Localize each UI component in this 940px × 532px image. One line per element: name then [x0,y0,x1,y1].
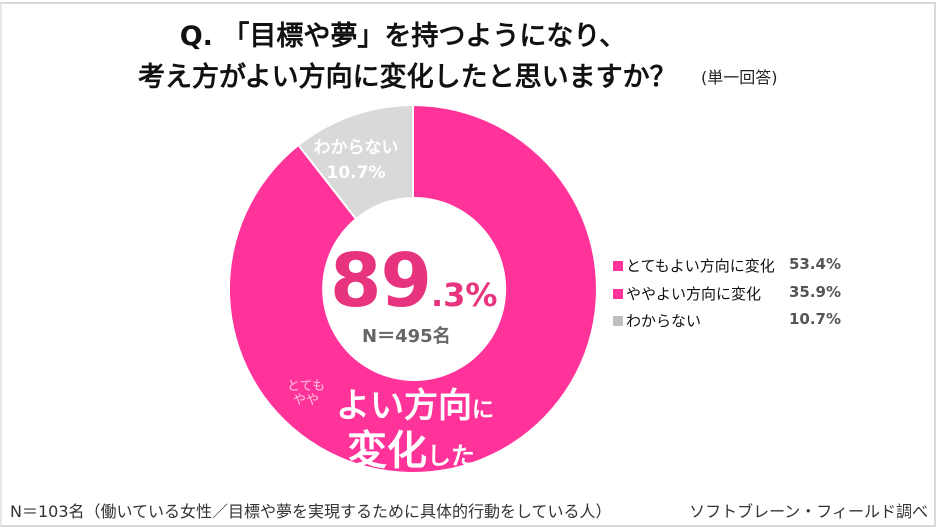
legend-value: 35.9% [788,282,841,301]
legend-swatch-icon [613,288,623,299]
legend-swatch-icon [613,261,623,271]
degree-label-somewhat: やや [292,393,319,408]
slice-unknown [298,106,413,219]
degree-labels: とても やや [287,380,325,408]
center-percentage-dec: .3% [430,276,498,314]
sample-footnote: N＝103名（働いている女性／目標や夢を実現するために具体的行動をしている人） [10,502,612,521]
degree-label-very: とても [287,379,325,394]
legend-label: とてもよい方向に変化 [626,257,775,275]
slice-label-unknown-text: わからない [313,138,399,158]
phrase1-small: に [472,398,495,423]
slice-label-positive-line1: よい方向に [336,378,494,427]
legend-value: 53.4% [788,255,841,273]
legend-label: ややよい方向に変化 [626,284,762,303]
slice-label-unknown: わからない 10.7% [306,136,406,186]
slice-label-unknown-value: 10.7% [326,163,386,183]
legend: とてもよい方向に変化 53.4% ややよい方向に変化 35.9% わからない 1… [611,255,871,338]
chart-title-line2: 考え方がよい方向に変化したと思いますか？ [138,62,677,93]
legend-value: 10.7% [788,310,841,328]
slice-label-positive-line2: 変化した [347,418,475,476]
legend-item: ややよい方向に変化 35.9% [611,283,871,311]
chart-title-line1: Q. 「目標や夢」を持つようになり、 [179,21,627,52]
legend-swatch-icon [613,316,623,326]
answer-type-note: (単一回答) [701,68,778,87]
phrase1-main: よい方向 [336,386,472,426]
slice-positive [229,106,596,472]
phrase2-small: した [427,442,475,470]
center-sample-size: N＝495名 [362,326,451,347]
legend-item: わからない 10.7% [611,310,871,338]
phrase2-main: 変化 [347,428,427,474]
center-percentage: 89.3% [330,244,497,318]
legend-label: わからない [626,312,702,330]
legend-item: とてもよい方向に変化 53.4% [611,255,871,283]
center-percentage-int: 89 [330,238,432,324]
source-credit: ソフトブレーン・フィールド調べ [689,502,928,521]
